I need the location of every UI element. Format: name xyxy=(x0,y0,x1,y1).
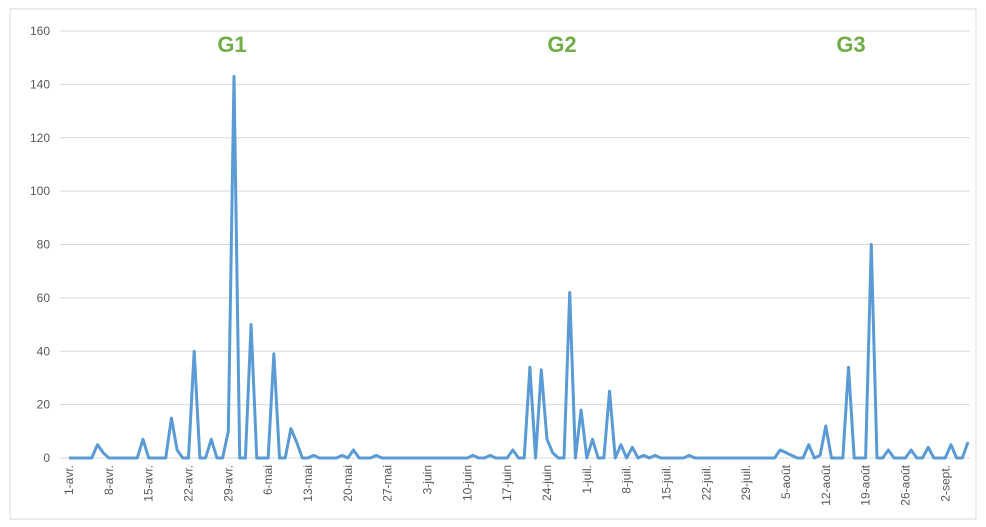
x-tick-label: 26-août xyxy=(898,464,912,505)
y-tick-label: 140 xyxy=(30,77,50,91)
x-tick-label: 1-avr. xyxy=(62,465,76,495)
y-tick-label: 60 xyxy=(37,291,51,305)
x-tick-label: 22-juil. xyxy=(699,465,713,500)
x-tick-label: 10-juin xyxy=(460,465,474,501)
x-tick-label: 29-juil. xyxy=(739,465,753,500)
x-tick-label: 12-août xyxy=(819,464,833,505)
y-tick-label: 0 xyxy=(43,451,50,465)
y-tick-label: 20 xyxy=(37,398,51,412)
x-tick-label: 27-mai xyxy=(381,465,395,502)
y-tick-label: 80 xyxy=(37,238,51,252)
x-tick-label: 3-juin xyxy=(420,465,434,494)
annotation: G2 xyxy=(547,32,576,57)
y-tick-label: 120 xyxy=(30,131,50,145)
annotation: G3 xyxy=(836,32,865,57)
x-tick-label: 29-avr. xyxy=(221,465,235,502)
data-line xyxy=(69,74,970,460)
x-tick-label: 5-août xyxy=(779,464,793,499)
x-tick-label: 17-juin xyxy=(500,465,514,501)
x-tick-label: 15-juil. xyxy=(659,465,673,500)
x-tick-label: 24-juin xyxy=(540,465,554,501)
x-tick-label: 2-sept. xyxy=(938,465,952,502)
x-tick-label: 1-juil. xyxy=(580,465,594,494)
x-tick-label: 22-avr. xyxy=(181,465,195,502)
x-tick-label: 19-août xyxy=(859,464,873,505)
x-tick-label: 20-mai xyxy=(341,465,355,502)
x-tick-label: 15-avr. xyxy=(142,465,156,502)
chart-frame xyxy=(9,8,977,520)
x-tick-label: 6-mai xyxy=(261,465,275,495)
y-tick-label: 40 xyxy=(37,344,51,358)
annotation: G1 xyxy=(217,32,246,57)
x-tick-label: 8-avr. xyxy=(102,465,116,495)
y-tick-label: 100 xyxy=(30,184,50,198)
y-tick-label: 160 xyxy=(30,24,50,38)
x-tick-label: 8-juil. xyxy=(620,465,634,494)
x-tick-label: 13-mai xyxy=(301,465,315,502)
